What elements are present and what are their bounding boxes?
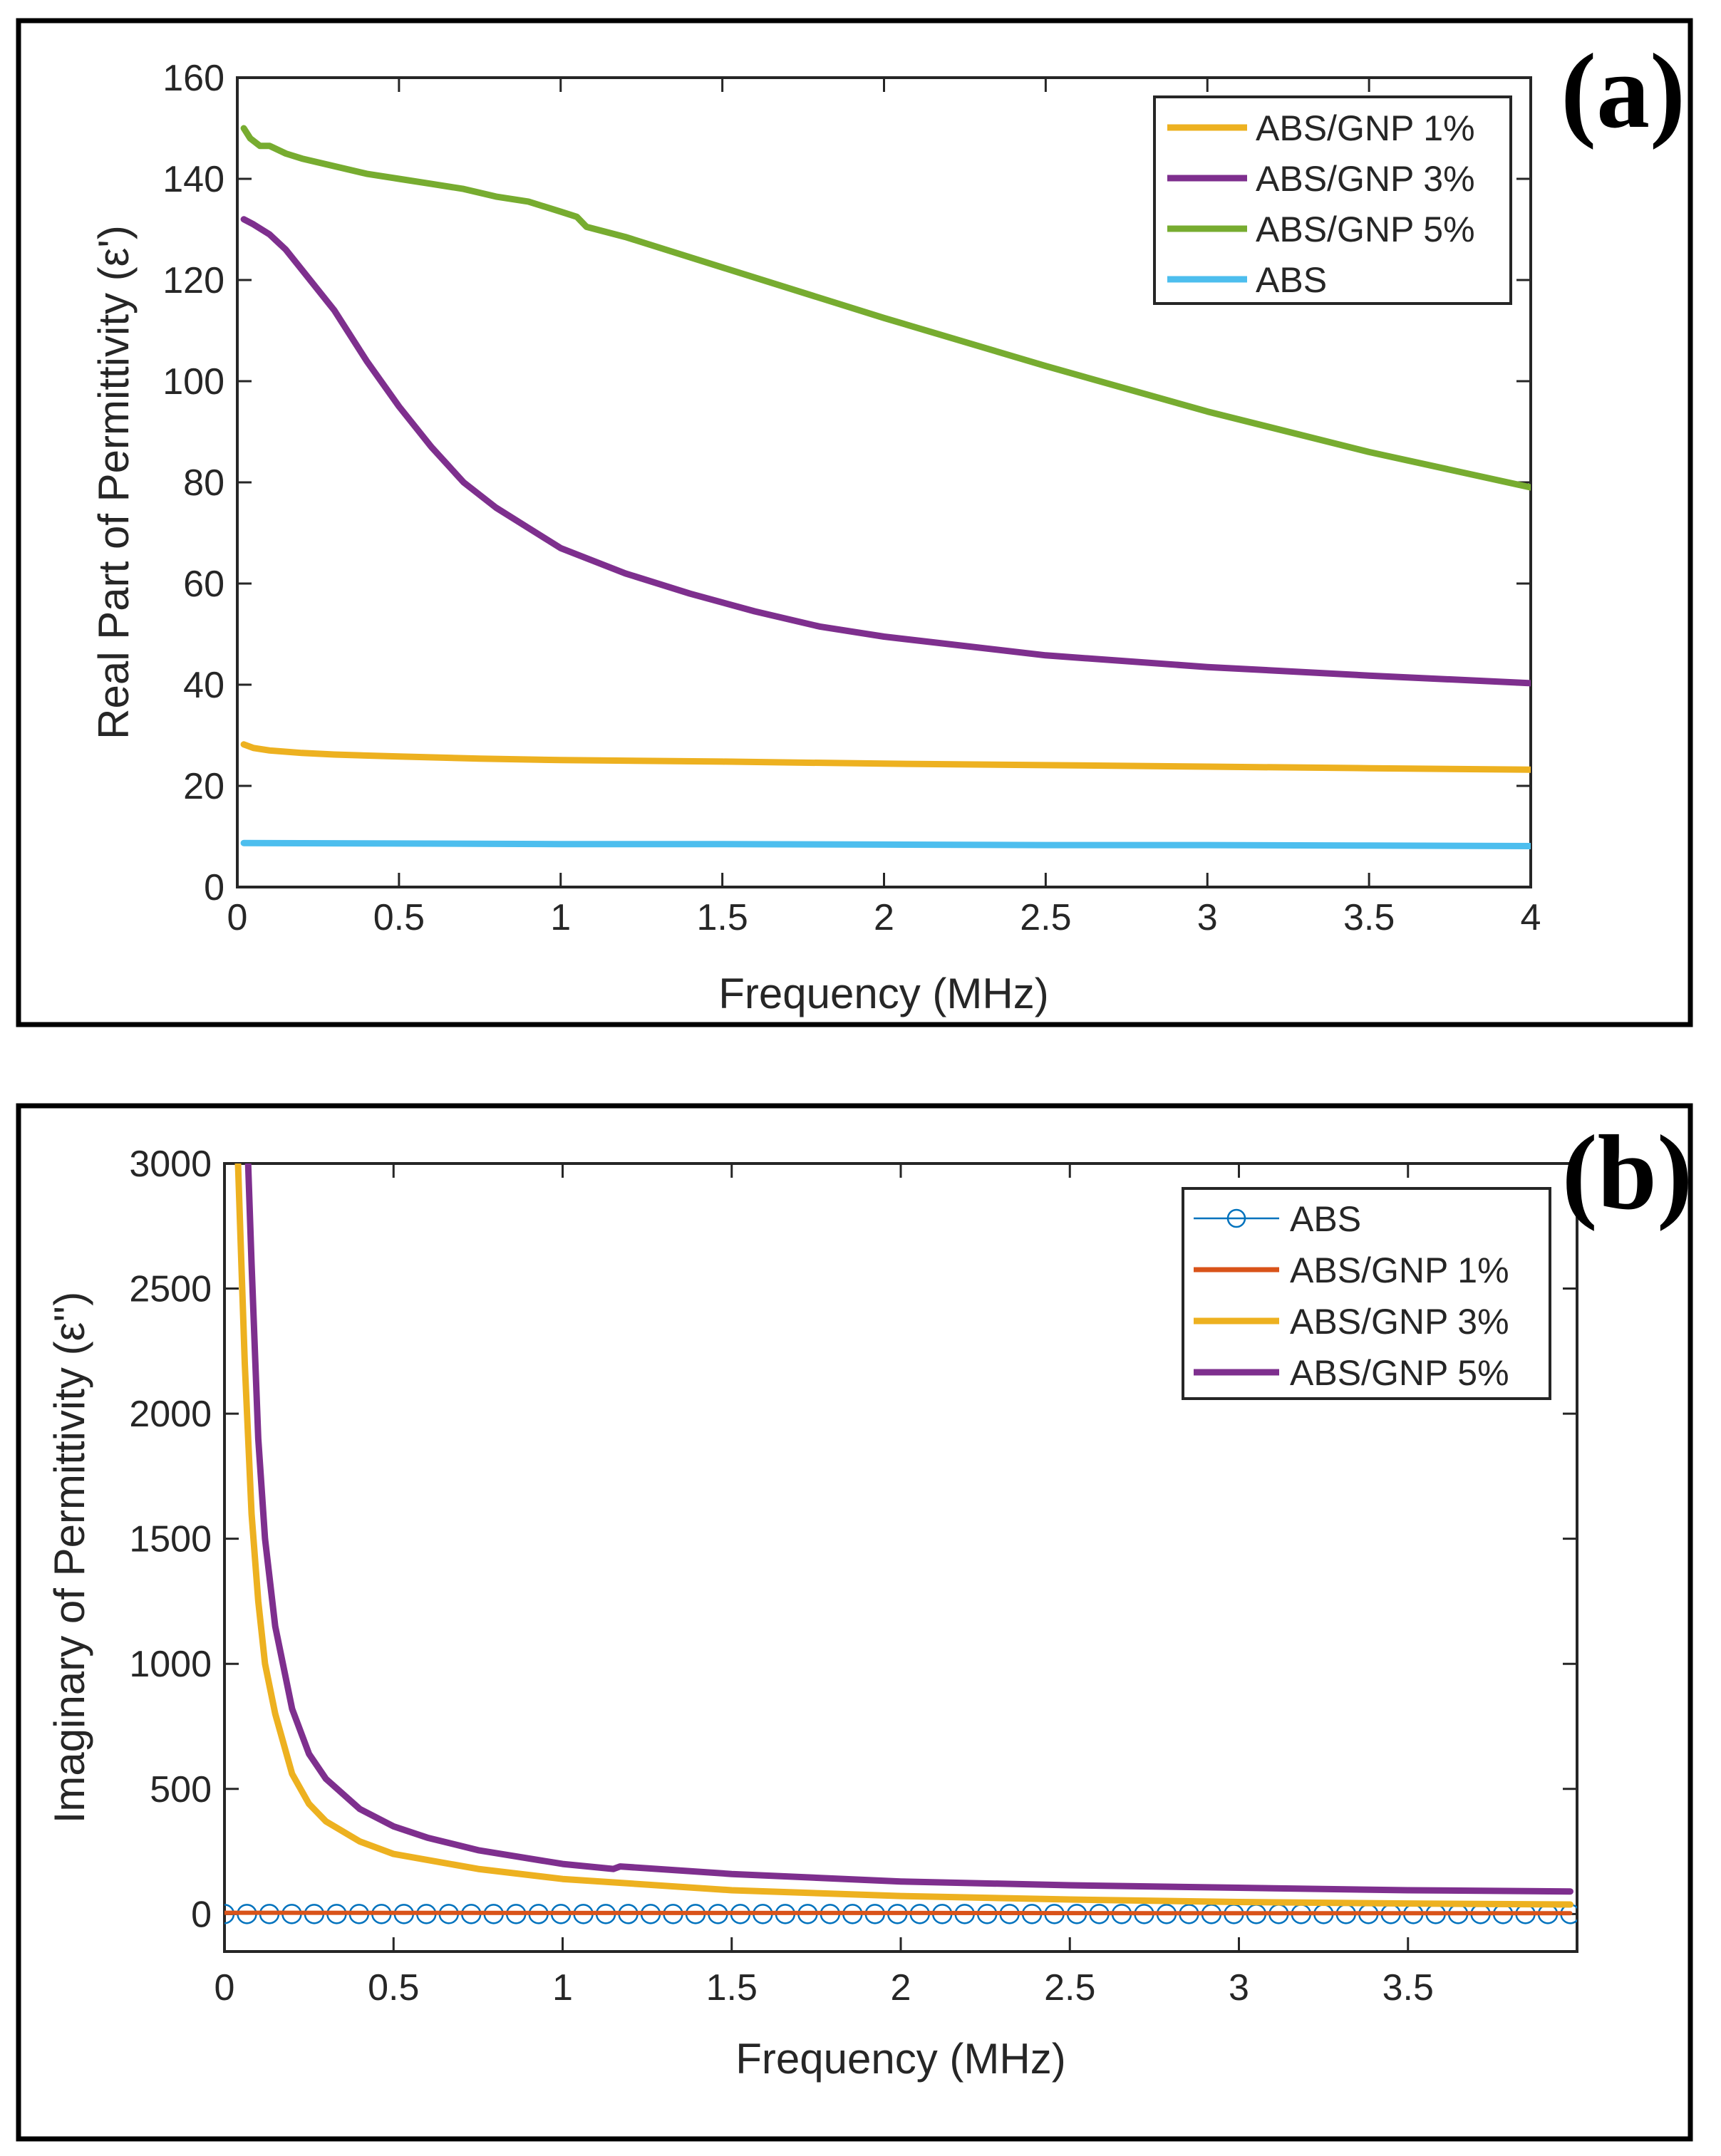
panel-b-label: (b)	[1562, 1114, 1692, 1232]
panel-a-legend: ABS/GNP 1% ABS/GNP 3% ABS/GNP 5% ABS	[1153, 95, 1512, 305]
y-tick-label: 0	[191, 1894, 212, 1935]
y-tick-label: 140	[162, 159, 224, 200]
y-tick-label: 1000	[129, 1644, 212, 1685]
x-tick-label: 4	[1521, 897, 1541, 938]
panel-b-ticks: 0 0.5 1 1.5 2 2.5 3 3.5 0 500 1000 1500 2000 2500 3000	[129, 1144, 1577, 2009]
panel-b-legend: ABS ABS/GNP 1% ABS/GNP 3% ABS/GNP 5%	[1182, 1187, 1551, 1400]
x-tick-label: 2	[874, 897, 894, 938]
series-line-abs-gnp-3	[240, 216, 1531, 687]
series-line-abs	[240, 839, 1531, 849]
panel-a-y-axis-label: Real Part of Permittivity (ε')	[90, 225, 138, 740]
legend-label-abs-gnp-3: ABS/GNP 3%	[1290, 1302, 1509, 1342]
x-tick-label: 3.5	[1343, 897, 1395, 938]
y-tick-label: 500	[150, 1769, 212, 1810]
legend-label-abs-gnp-1: ABS/GNP 1%	[1290, 1250, 1509, 1290]
x-tick-label: 3.5	[1383, 1967, 1434, 2009]
series-line-abs-gnp-1	[224, 1910, 1573, 1916]
y-tick-label: 120	[162, 260, 224, 301]
x-tick-label: 0.5	[368, 1967, 419, 2009]
y-tick-label: 160	[162, 58, 224, 99]
x-tick-label: 2.5	[1044, 1967, 1095, 2009]
y-tick-label: 40	[183, 665, 224, 706]
panel-a-series	[240, 125, 1531, 849]
series-line-abs-gnp-1	[240, 741, 1531, 773]
legend-label-abs: ABS	[1290, 1199, 1361, 1239]
legend-label-abs-gnp-3: ABS/GNP 3%	[1256, 159, 1475, 199]
y-tick-label: 20	[183, 766, 224, 807]
x-tick-label: 3	[1229, 1967, 1249, 2009]
x-tick-label: 0	[227, 897, 248, 938]
y-tick-label: 2000	[129, 1394, 212, 1435]
legend-marker-abs	[1226, 1208, 1246, 1228]
series-line-abs-gnp-5	[244, 1163, 1573, 1895]
legend-label-abs: ABS	[1256, 260, 1327, 300]
panel-a-legend-box	[1153, 95, 1512, 305]
y-tick-label: 60	[183, 564, 224, 605]
x-tick-label: 1.5	[696, 897, 748, 938]
panel-b-y-axis-label: Imaginary of Permittivity (ε'')	[46, 1292, 93, 1823]
x-tick-label: 2	[891, 1967, 911, 2009]
panel-a-label: (a)	[1561, 32, 1685, 150]
y-tick-label: 3000	[129, 1144, 212, 1185]
series-line-abs-gnp-5	[240, 125, 1531, 491]
x-tick-label: 1.5	[706, 1967, 758, 2009]
panel-a-x-axis-label: Frequency (MHz)	[718, 970, 1048, 1017]
legend-label-abs-gnp-1: ABS/GNP 1%	[1256, 108, 1475, 148]
x-tick-label: 2.5	[1020, 897, 1071, 938]
panel-b-x-axis-label: Frequency (MHz)	[735, 2035, 1065, 2083]
series-line-abs-gnp-3	[234, 1163, 1573, 1908]
y-tick-label: 0	[204, 867, 224, 908]
y-tick-label: 1500	[129, 1519, 212, 1560]
y-tick-label: 2500	[129, 1269, 212, 1310]
panel-b: 0 0.5 1 1.5 2 2.5 3 3.5 0 500 1000 1500 2000 2500 3000…	[16, 1103, 1693, 2142]
x-tick-label: 0	[215, 1967, 235, 2009]
legend-label-abs-gnp-5: ABS/GNP 5%	[1256, 209, 1475, 249]
legend-label-abs-gnp-5: ABS/GNP 5%	[1290, 1353, 1509, 1393]
x-tick-label: 1	[550, 897, 571, 938]
x-tick-label: 1	[552, 1967, 573, 2009]
y-tick-label: 80	[183, 462, 224, 504]
panel-b-series	[224, 1163, 1577, 1924]
x-tick-label: 0.5	[373, 897, 425, 938]
x-tick-label: 3	[1197, 897, 1218, 938]
y-tick-label: 100	[162, 361, 224, 403]
